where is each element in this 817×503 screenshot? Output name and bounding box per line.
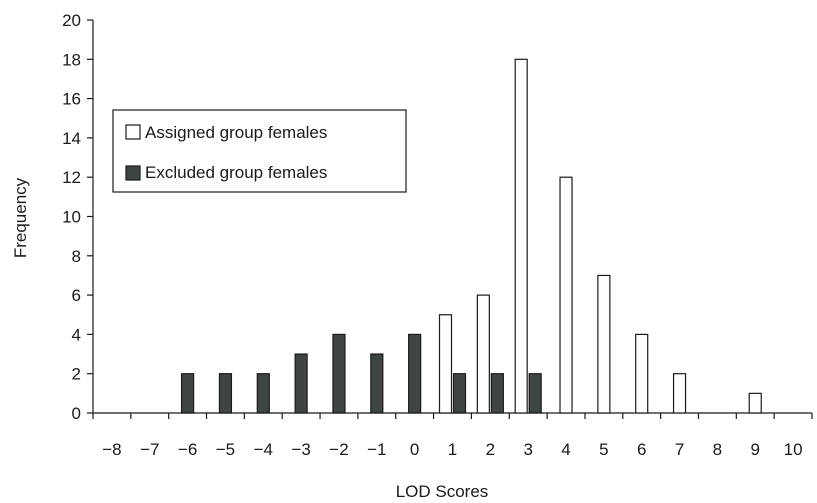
bar-assigned [476,294,490,414]
y-tick-label: 8 [72,247,81,266]
bar-assigned [438,314,453,414]
legend-label-assigned: Assigned group females [145,123,327,142]
x-tick-label: 4 [561,440,570,459]
y-tick-label: 10 [62,208,81,227]
bar-excluded [528,373,542,414]
y-tick-label: 18 [62,50,81,69]
legend-frame [112,109,407,193]
y-ticks: 0 2 4 6 8 10 12 14 16 18 20 [62,11,93,423]
x-tick-label: 2 [486,440,495,459]
x-tick-label: 7 [675,440,684,459]
x-tick-label: 8 [713,440,722,459]
x-axis-title: LOD Scores [396,482,489,501]
y-tick-label: 14 [62,129,81,148]
y-tick-label: 6 [72,286,81,305]
legend-swatch-assigned [125,124,141,140]
y-tick-label: 16 [62,90,81,109]
x-tick-label: 0 [410,440,419,459]
legend-label-excluded: Excluded group females [145,163,327,182]
y-tick-label: 20 [62,11,81,30]
x-tick-label: −5 [216,440,235,459]
x-tick-label: 9 [751,440,760,459]
bar-excluded [218,373,233,414]
bars [181,58,762,414]
x-tick-label: 3 [523,440,532,459]
y-axis: 0 2 4 6 8 10 12 14 16 18 20 [62,11,94,423]
x-tick-label: 1 [448,440,457,459]
y-tick-label: 4 [72,325,81,344]
x-tick-label: −6 [178,440,197,459]
x-tick-label: −8 [102,440,121,459]
y-axis-title: Frequency [11,177,30,258]
bar-assigned [635,333,649,414]
legend-swatch-excluded [125,165,141,181]
bar-excluded [332,333,346,414]
bar-excluded [294,353,308,414]
x-tick-label: −2 [329,440,348,459]
y-tick-label: 2 [72,365,81,384]
x-tick-label: −7 [140,440,159,459]
x-tick-label: −3 [291,440,310,459]
bar-excluded [408,333,422,414]
x-ticks: −8 −7 −6 −5 −4 −3 −2 −1 0 1 2 3 4 5 6 7 8 9 10 [92,413,813,459]
bar-assigned [514,58,528,414]
bar-assigned [559,176,573,414]
x-tick-label: −4 [254,440,273,459]
y-tick-label: 12 [62,168,81,187]
x-tick-label: 6 [637,440,646,459]
bar-assigned [748,392,762,414]
bar-assigned [672,373,687,414]
bar-excluded [490,373,504,414]
y-tick-label: 0 [72,404,81,423]
legend: Assigned group females Excluded group fe… [112,109,407,193]
x-tick-label: 5 [599,440,608,459]
bar-excluded [256,373,270,414]
x-tick-label: −1 [367,440,386,459]
bar-excluded [181,373,195,414]
x-tick-label: 10 [784,440,803,459]
x-axis: −8 −7 −6 −5 −4 −3 −2 −1 0 1 2 3 4 5 6 7 8 9 10 [92,412,813,459]
bar-excluded [370,353,384,414]
bar-assigned [597,274,611,414]
bar-excluded [452,373,467,414]
